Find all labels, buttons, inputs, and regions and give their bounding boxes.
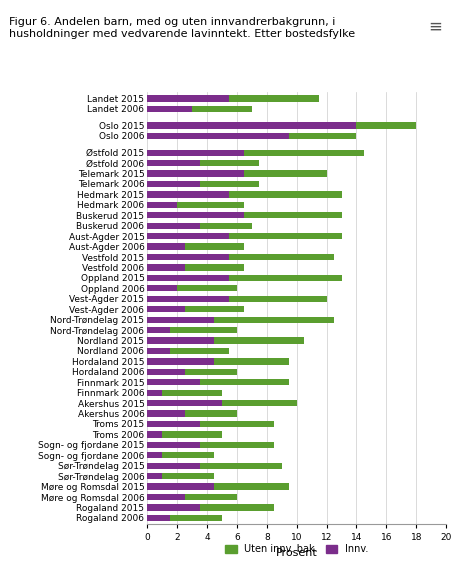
Bar [147,327,169,333]
Bar [147,494,184,500]
Bar [199,181,259,187]
Bar [184,306,244,312]
Bar [184,411,236,416]
Bar [199,160,259,166]
Bar [147,244,184,250]
Bar [147,348,169,354]
Bar [169,327,236,333]
Bar [199,222,252,229]
Bar [162,452,214,458]
Bar [147,338,214,344]
Bar [147,316,214,323]
Bar [147,285,177,291]
Bar [147,411,184,416]
Bar [244,212,341,218]
Bar [147,483,214,490]
Bar [244,170,326,177]
Bar [147,254,229,260]
Bar [229,275,341,281]
Bar [147,123,356,128]
Bar [199,463,281,469]
Bar [214,316,333,323]
Bar [147,442,199,448]
Bar [147,160,199,166]
Bar [147,452,162,458]
Bar [214,338,303,344]
Bar [199,379,289,385]
Bar [147,389,162,396]
Bar [169,515,222,521]
Bar [147,369,184,375]
Bar [147,133,289,139]
Bar [147,264,184,271]
Bar [147,379,199,385]
Bar [147,222,199,229]
Bar [356,123,415,128]
Bar [147,95,229,101]
Bar [222,400,296,406]
Bar [147,431,162,438]
Bar [147,421,199,427]
Bar [184,244,244,250]
Bar [147,212,244,218]
Bar [244,150,363,156]
Bar [147,358,214,365]
Bar [147,181,199,187]
Bar [147,463,199,469]
Bar [229,191,341,198]
Bar [184,369,236,375]
Bar [199,442,274,448]
Bar [147,202,177,208]
Text: ≡: ≡ [427,17,441,35]
Bar [147,473,162,479]
Legend: Uten innv. bak., Innv.: Uten innv. bak., Innv. [220,540,372,558]
Bar [162,431,222,438]
Bar [192,106,252,112]
Bar [169,348,229,354]
X-axis label: Prosent: Prosent [275,548,317,558]
Bar [214,358,289,365]
Bar [177,285,236,291]
Bar [289,133,356,139]
Bar [177,202,244,208]
Bar [184,264,244,271]
Bar [147,106,192,112]
Bar [147,306,184,312]
Bar [162,473,214,479]
Bar [147,295,229,302]
Bar [229,95,319,101]
Bar [147,275,229,281]
Bar [147,505,199,510]
Bar [199,505,274,510]
Text: Figur 6. Andelen barn, med og uten innvandrerbakgrunn, i
husholdninger med vedva: Figur 6. Andelen barn, med og uten innva… [9,17,354,39]
Bar [147,233,229,239]
Bar [147,400,222,406]
Bar [229,254,333,260]
Bar [147,170,244,177]
Bar [199,421,274,427]
Bar [214,483,289,490]
Bar [147,191,229,198]
Bar [162,389,222,396]
Bar [229,233,341,239]
Bar [229,295,326,302]
Bar [184,494,236,500]
Bar [147,150,244,156]
Bar [147,515,169,521]
